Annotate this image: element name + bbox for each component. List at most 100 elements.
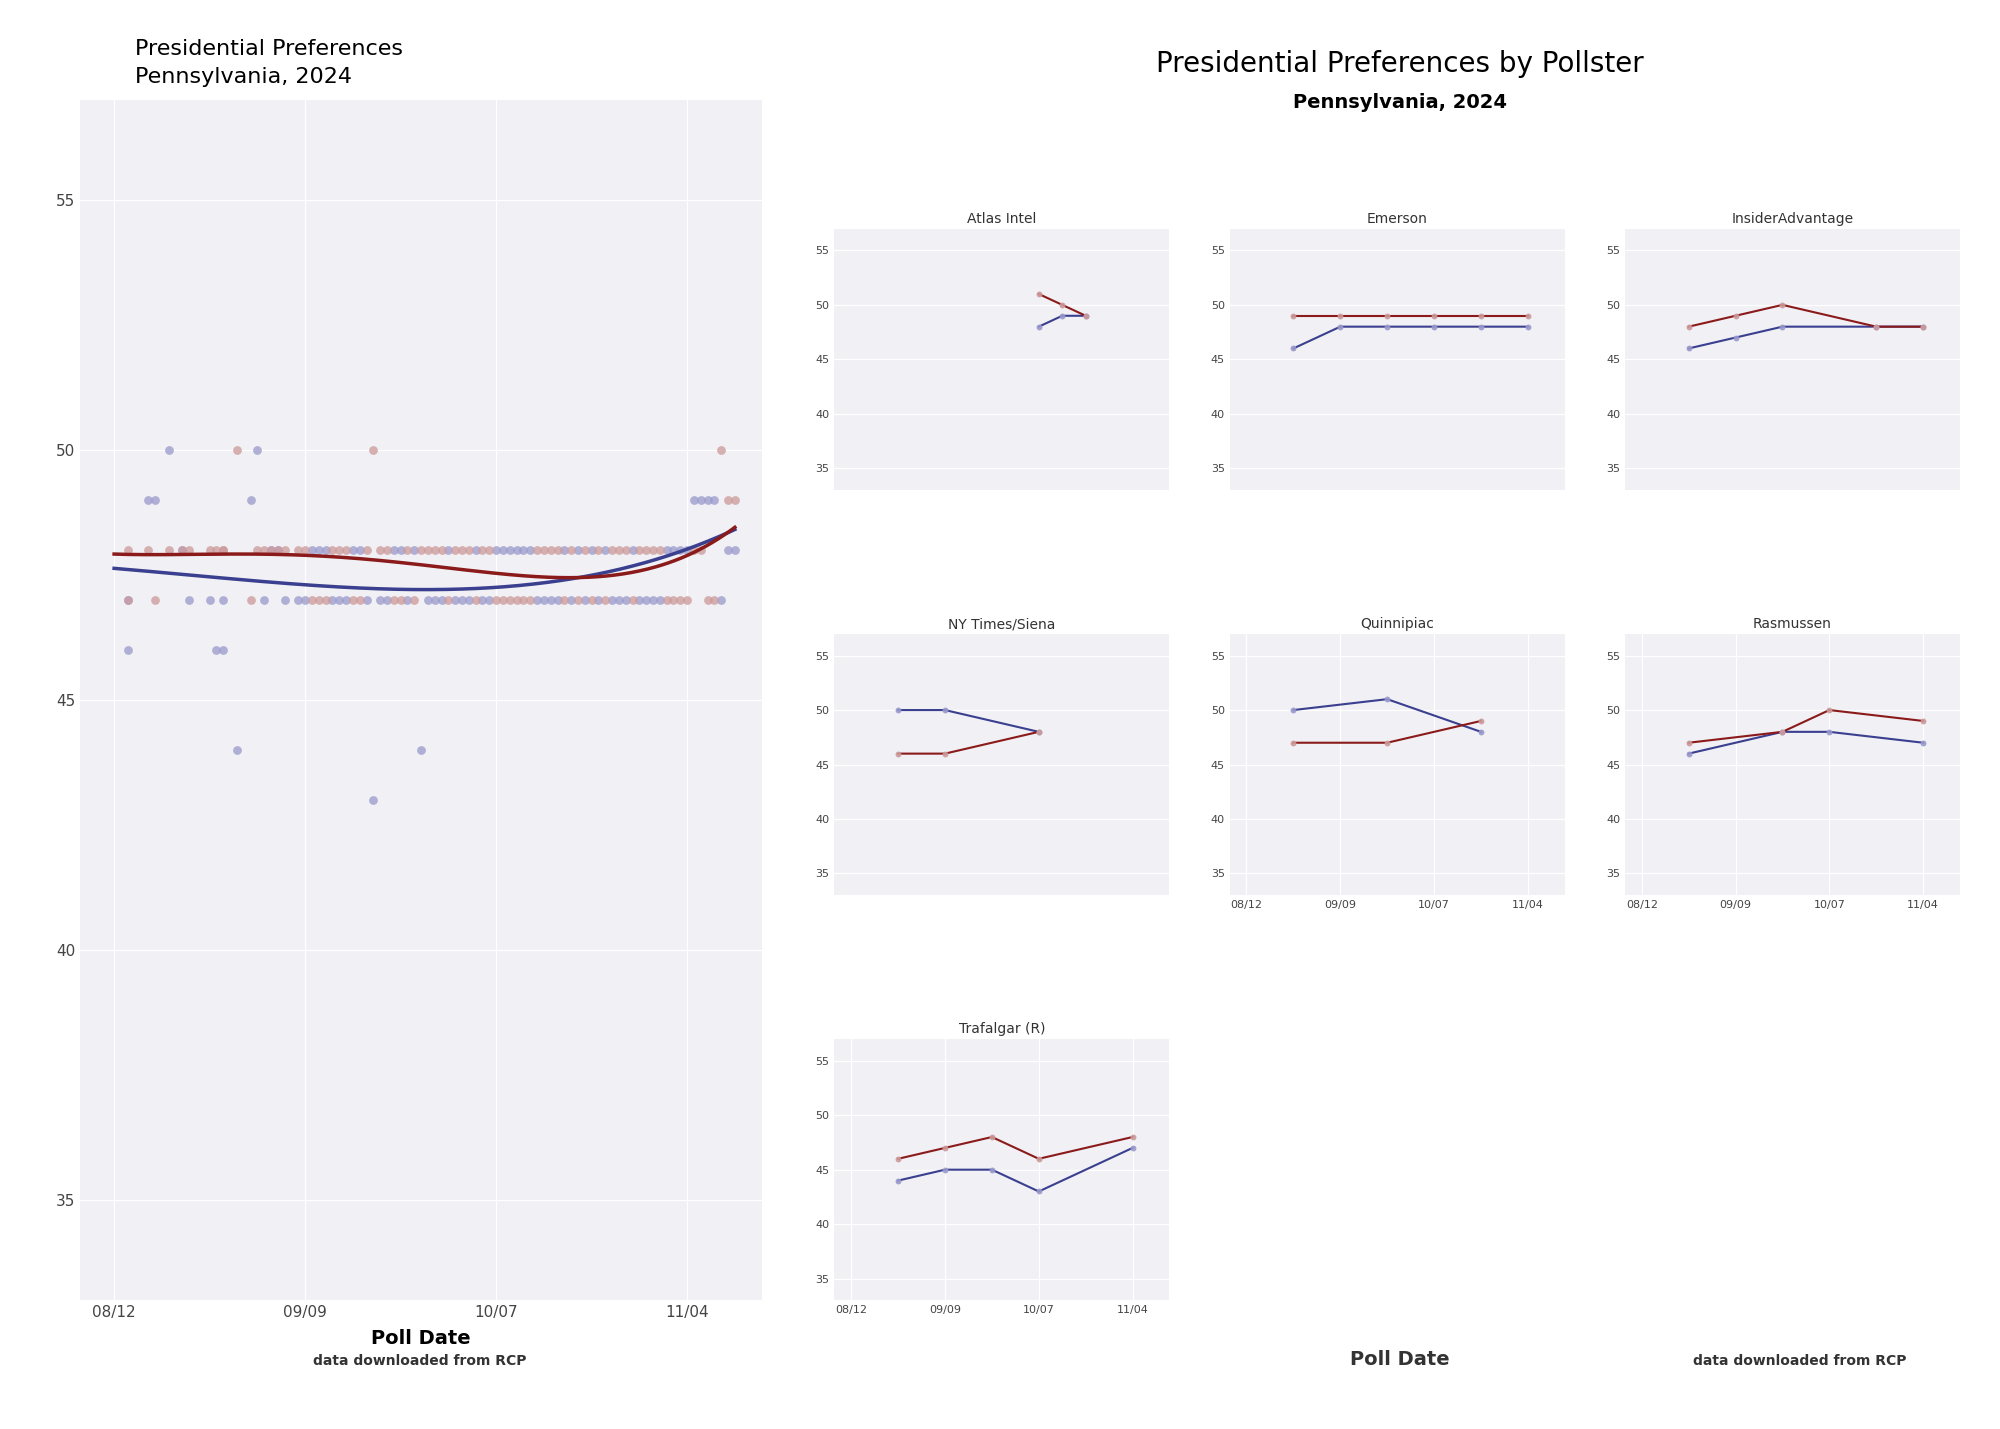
Point	[568, 539, 600, 562]
Point	[1814, 699, 1846, 722]
Point	[1372, 316, 1404, 339]
Point	[1022, 1147, 1054, 1170]
Point	[446, 539, 478, 562]
Point	[412, 539, 444, 562]
Point	[208, 589, 240, 612]
Point	[302, 539, 334, 562]
Point	[268, 539, 300, 562]
X-axis label: Poll Date: Poll Date	[372, 1329, 470, 1348]
Point	[650, 539, 682, 562]
Point	[220, 739, 252, 762]
Point	[350, 589, 382, 612]
Point	[494, 539, 526, 562]
Point	[344, 539, 376, 562]
Point	[440, 539, 472, 562]
Point	[466, 539, 498, 562]
Title: Trafalgar (R): Trafalgar (R)	[958, 1022, 1046, 1036]
Point	[1116, 1136, 1148, 1159]
Point	[1766, 720, 1798, 743]
Point	[384, 539, 416, 562]
Point	[336, 539, 368, 562]
Point	[282, 539, 314, 562]
Point	[718, 489, 750, 512]
Point	[678, 489, 710, 512]
Point	[452, 589, 484, 612]
Point	[256, 539, 288, 562]
Point	[692, 589, 724, 612]
Point	[1372, 687, 1404, 710]
Point	[208, 539, 240, 562]
Point	[174, 589, 206, 612]
Point	[194, 539, 226, 562]
Point	[698, 489, 730, 512]
Point	[658, 539, 690, 562]
Point	[542, 539, 574, 562]
Point	[296, 539, 328, 562]
Point	[556, 539, 588, 562]
Point	[596, 589, 628, 612]
Point	[1278, 732, 1310, 755]
Point	[152, 539, 184, 562]
Point	[166, 539, 198, 562]
Point	[602, 589, 634, 612]
Point	[282, 589, 314, 612]
Point	[500, 589, 532, 612]
Point	[480, 539, 512, 562]
Point	[378, 539, 410, 562]
Text: Pennsylvania, 2024: Pennsylvania, 2024	[1292, 93, 1508, 111]
Point	[664, 539, 696, 562]
Point	[358, 789, 390, 812]
Point	[638, 539, 670, 562]
Point	[1116, 1126, 1148, 1149]
Point	[582, 539, 614, 562]
Point	[248, 589, 280, 612]
Point	[208, 539, 240, 562]
Point	[460, 539, 492, 562]
Point	[1720, 304, 1752, 327]
Point	[302, 589, 334, 612]
Point	[624, 589, 656, 612]
Point	[1324, 316, 1356, 339]
Point	[1766, 720, 1798, 743]
Point	[568, 589, 600, 612]
Point	[452, 539, 484, 562]
Point	[528, 539, 560, 562]
Point	[412, 589, 444, 612]
Point	[132, 539, 164, 562]
Point	[152, 439, 184, 462]
Point	[494, 589, 526, 612]
Point	[406, 539, 438, 562]
Point	[630, 539, 662, 562]
Title: Rasmussen: Rasmussen	[1754, 617, 1832, 632]
Point	[262, 539, 294, 562]
Point	[562, 539, 594, 562]
Point	[610, 589, 642, 612]
Point	[174, 539, 206, 562]
Point	[644, 539, 676, 562]
Point	[522, 539, 554, 562]
Point	[1464, 316, 1496, 339]
Point	[1278, 337, 1310, 360]
Point	[1672, 742, 1704, 765]
Point	[200, 539, 232, 562]
Point	[1512, 304, 1544, 327]
Point	[242, 539, 274, 562]
Point	[112, 539, 144, 562]
Point	[1046, 304, 1078, 327]
Point	[1720, 326, 1752, 349]
Point	[256, 539, 288, 562]
Point	[1672, 316, 1704, 339]
Point	[514, 589, 546, 612]
Point	[644, 589, 676, 612]
Point	[930, 742, 962, 765]
Point	[1046, 293, 1078, 316]
Point	[1372, 732, 1404, 755]
Point	[220, 439, 252, 462]
Point	[384, 589, 416, 612]
Point	[344, 589, 376, 612]
Point	[1908, 732, 1940, 755]
Point	[1814, 720, 1846, 743]
Point	[718, 539, 750, 562]
Point	[522, 589, 554, 612]
Point	[378, 589, 410, 612]
